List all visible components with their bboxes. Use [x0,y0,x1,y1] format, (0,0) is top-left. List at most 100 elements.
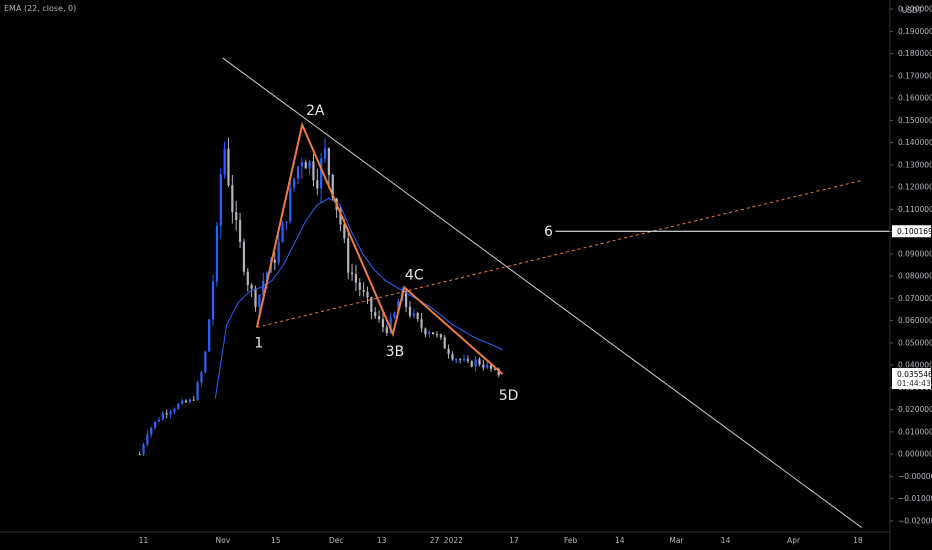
time-tick-label: Feb [564,536,578,545]
price-tick-label: 0.090000 [898,249,932,258]
candle-body [184,400,188,403]
price-tick-label: 0.140000 [898,138,932,147]
candle-body [277,242,280,263]
time-tick-label: 14 [721,536,731,545]
candle-body [262,280,265,295]
time-tick-label: 18 [853,536,863,545]
resistance-trendline [222,57,862,528]
candle-body [347,238,350,273]
candle-body [181,400,184,404]
candle-body [397,301,400,313]
time-tick-label: 15 [271,536,281,545]
candle-body [192,399,195,401]
wave-label-4c: 4C [405,267,424,283]
price-tick-label: 0.020000 [898,405,932,414]
candle-body [227,148,230,186]
candle-body [289,187,292,222]
price-tick-label: −0.000000 [898,472,932,481]
price-tick-label: 0.180000 [898,49,932,58]
wave-label-1: 1 [254,335,263,351]
candle-body [157,419,161,422]
candle-body [470,361,473,367]
candle-body [323,148,327,159]
time-tick-label: 17 [509,536,519,545]
candle-body [219,174,222,226]
candle-body [416,312,419,320]
target-price-text: 0.100169 [897,227,932,236]
price-tick-label: 0.120000 [898,183,932,192]
wave-labels-layer: 1 2A 3B 4C 5D 6 [254,103,553,404]
indicator-legend[interactable]: EMA (22, close, 0) [4,4,77,13]
price-tick-label: 0.130000 [898,160,932,169]
candle-body [242,241,246,272]
price-tick-label: 0.070000 [898,294,932,303]
candle-body [408,306,412,316]
candle-body [412,312,415,316]
candle-body [308,161,311,169]
candle-body [374,311,377,317]
time-tick-label: 14 [615,536,625,545]
candle-body [150,427,153,435]
candle-body [358,282,361,291]
candle-body [300,162,303,167]
candle-body [339,209,342,225]
candle-body [312,161,315,181]
candle-body [439,334,442,338]
time-axis: 11 Nov 15 Dec 13 27 2022 17 Feb 14 Mar 14 Apr 18 [0,531,890,545]
candle-body [177,403,180,410]
candle-body [296,166,300,179]
candle-body [377,316,381,320]
time-tick-label: Dec [329,536,344,545]
candle-body [350,272,354,275]
candle-body [246,271,249,286]
candle-body [204,351,207,373]
time-tick-label: 2022 [444,536,463,545]
price-axis-currency: USDT [902,6,923,15]
candle-body [161,413,164,420]
candle-body [455,359,458,361]
candle-body [389,317,392,333]
candle-body [462,359,466,361]
candle-body [238,220,242,242]
candle-body [208,319,211,352]
candle-body [405,291,408,307]
candle-body [447,348,450,355]
candle-body [493,368,497,370]
ema-layer [214,197,503,399]
candle-body [497,368,500,376]
wave-pattern-line [255,121,504,375]
time-tick-label: Mar [669,536,684,545]
candle-body [258,294,261,307]
price-tick-label: 0.190000 [898,27,932,36]
candle-body [459,359,462,361]
candle-body [343,224,346,239]
price-tick-label: 0.050000 [898,338,932,347]
candle-body [266,272,269,281]
price-tick-label: 0.010000 [898,427,932,436]
candle-body [381,319,385,328]
candle-body [316,180,319,189]
price-tick-label: 0.040000 [898,361,932,370]
candle-body [451,354,454,360]
candle-body [211,281,215,320]
candle-body [200,372,203,383]
wave-label-5d: 5D [499,388,519,404]
target-label: 6 [544,224,553,240]
candle-body [428,332,431,335]
candle-body [142,444,145,455]
candle-body [370,297,373,312]
time-tick-label: 13 [377,536,387,545]
candle-body [304,162,307,169]
candle-body [250,285,253,289]
candle-body [393,312,396,318]
candle-body [231,185,234,213]
price-tick-label: 0.160000 [898,94,932,103]
candle-body [165,413,168,415]
candle-body [188,399,191,403]
candle-body [385,327,388,333]
candle-body [138,454,141,456]
price-tick-label: 0.110000 [898,205,932,214]
candle-body [285,221,288,223]
